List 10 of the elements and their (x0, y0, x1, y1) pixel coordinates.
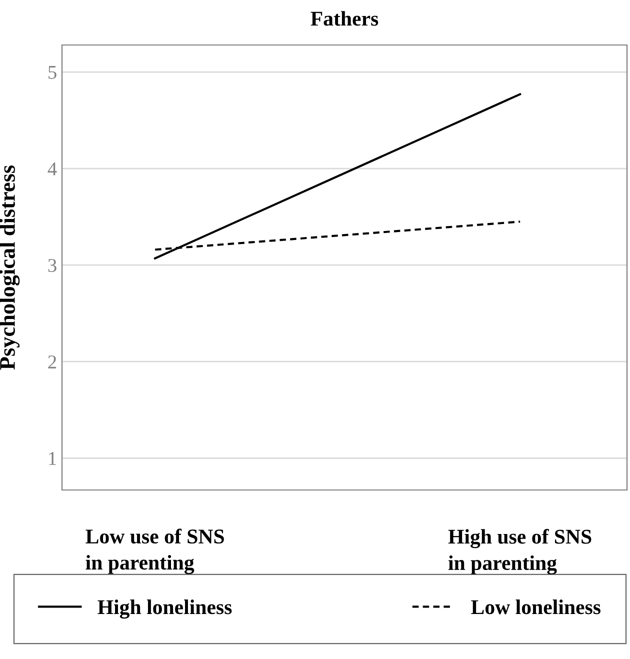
y-tick-label: 1 (49, 452, 56, 465)
chart-title: Fathers (310, 11, 378, 26)
y-tick-label: 2 (48, 355, 56, 368)
legend-label: High loneliness (98, 600, 232, 619)
y-tick-label: 5 (48, 66, 56, 79)
y-tick-label: 3 (48, 258, 56, 272)
x-tick-label: High use of SNS in parenting (448, 528, 592, 574)
legend-label: Low loneliness (471, 600, 600, 614)
x-tick-label: Low use of SNS in parenting (86, 528, 224, 574)
y-tick-label: 4 (48, 162, 57, 176)
